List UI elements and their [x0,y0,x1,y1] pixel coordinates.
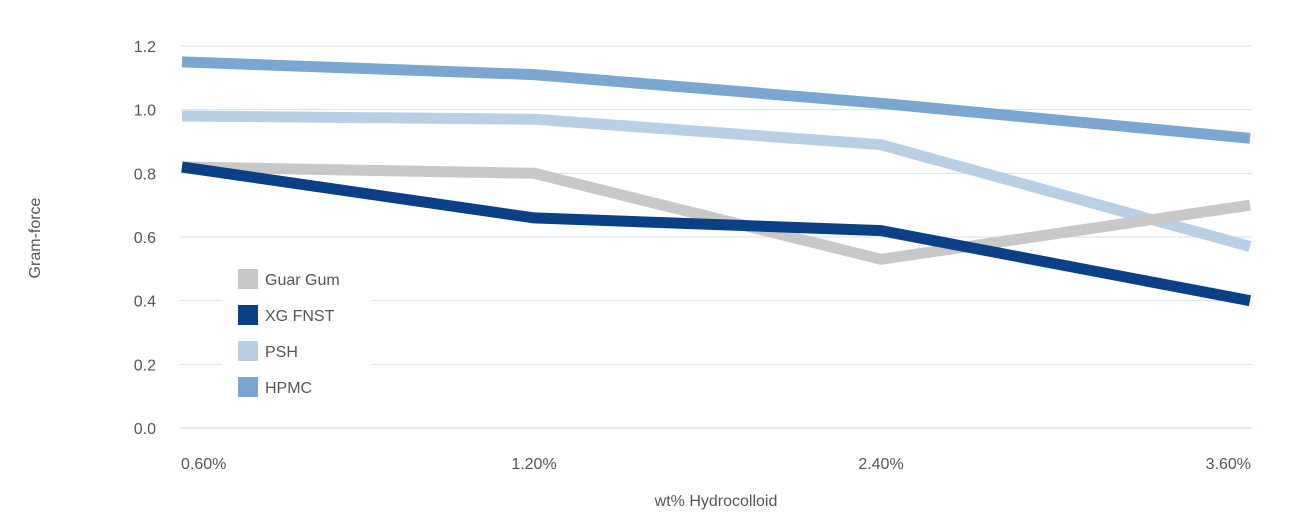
x-axis-title: wt% Hydrocolloid [654,493,778,510]
series-line-guar-gum [181,161,1251,265]
y-tick-label: 1.0 [134,103,156,120]
x-tick-label: 1.20% [511,456,556,473]
legend-label: Guar Gum [265,272,340,289]
legend-swatch [238,305,258,325]
series-line-hpmc [181,56,1251,144]
y-tick-label: 0.6 [134,230,156,247]
y-tick-label: 1.2 [134,39,156,56]
y-tick-label: 0.0 [134,421,156,438]
legend-label: HPMC [265,380,312,397]
series-line-psh [181,110,1252,252]
y-tick-label: 0.4 [134,294,156,311]
series-lines [181,56,1252,307]
x-tick-label: 3.60% [1206,456,1251,473]
x-tick-label: 0.60% [181,456,226,473]
y-tick-label: 0.8 [134,166,156,183]
x-tick-label: 2.40% [858,456,903,473]
y-axis-title: Gram-force [27,197,44,278]
legend: Guar Gum XG FNST PSH HPMC [222,256,372,408]
y-tick-label: 0.2 [134,357,156,374]
legend-swatch [238,377,258,397]
x-axis-ticks: 0.60% 1.20% 2.40% 3.60% [181,456,1251,473]
series-line-xg-fnst [181,161,1252,307]
legend-label: XG FNST [265,308,335,325]
y-axis-ticks: 0.0 0.2 0.4 0.6 0.8 1.0 1.2 [134,39,156,438]
legend-swatch [238,269,258,289]
legend-label: PSH [265,344,298,361]
legend-swatch [238,341,258,361]
